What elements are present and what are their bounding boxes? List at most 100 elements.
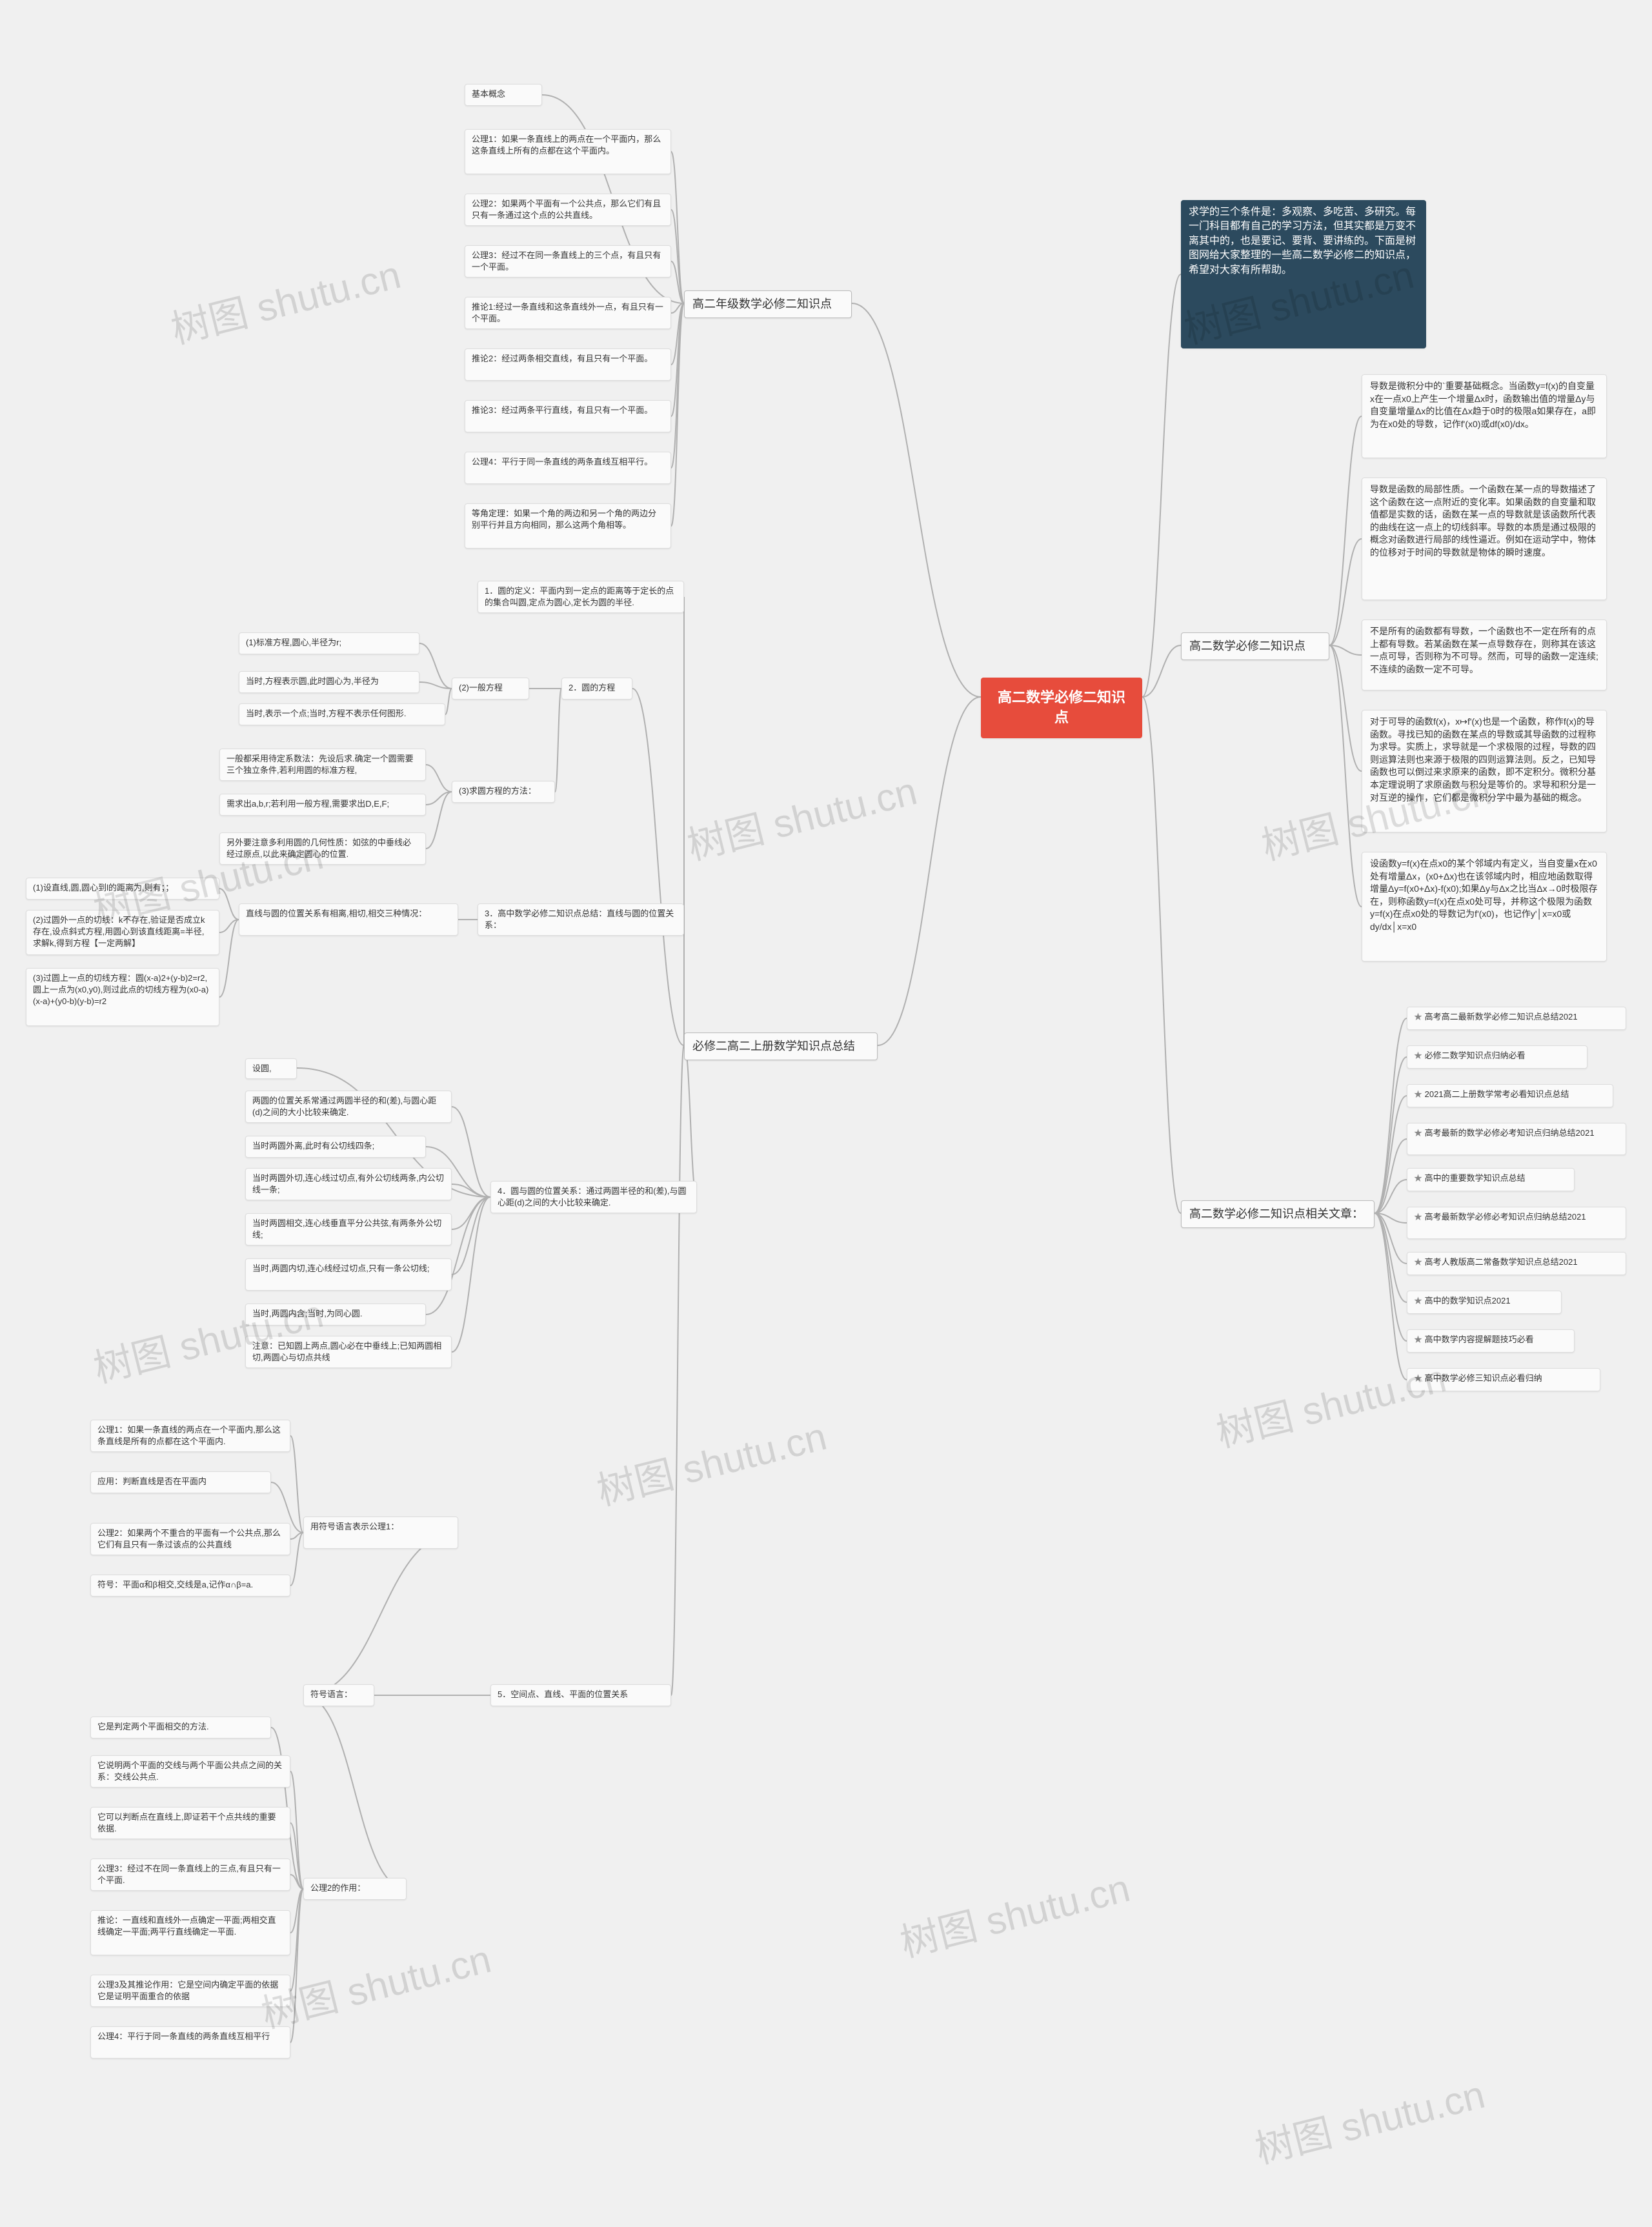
edge (419, 682, 452, 689)
edge (1375, 1213, 1407, 1223)
edge (290, 1875, 303, 1889)
node-l2s4f: 当时,两圆内切,连心线经过切点,只有一条公切线; (245, 1258, 452, 1291)
node-l1e: 推论1:经过一条直线和这条直线外一点，有且只有一个平面。 (465, 297, 671, 329)
node-l2s5u2: 公理2的作用： (303, 1878, 407, 1900)
watermark: 树图 shutu.cn (894, 1857, 1135, 1968)
edge (426, 765, 452, 792)
node-intro: 求学的三个条件是：多观察、多吃苦、多研究。每一门科目都有自己的学习方法，但其实都… (1181, 200, 1426, 348)
node-l2s5u2d: 公理3：经过不在同一条直线上的三点,有且只有一个平面. (90, 1859, 290, 1891)
node-l2: 必修二高二上册数学知识点总结 (684, 1033, 878, 1060)
node-l2s5u1: 用符号语言表示公理1： (303, 1517, 458, 1549)
node-l2s5u1d: 符号：平面α和β相交,交线是a,记作α∩β=a. (90, 1575, 290, 1597)
node-l2s2b1: 一般都采用待定系数法：先设后求.确定一个圆需要三个独立条件,若利用圆的标准方程, (219, 749, 426, 781)
edge (1375, 1213, 1407, 1264)
edge (1329, 645, 1362, 655)
node-l1i: 等角定理：如果一个角的两边和另一个角的两边分别平行并且方向相同，那么这两个角相等… (465, 503, 671, 549)
edge (219, 920, 239, 997)
edge (1375, 1018, 1407, 1213)
node-r1a: 导数是微积分中的`重要基础概念。当函数y=f(x)的自变量x在一点x0上产生一个… (1362, 374, 1607, 458)
node-l1a: 基本概念 (465, 84, 542, 106)
edge (1375, 1213, 1407, 1380)
edge (1375, 1213, 1407, 1302)
edge (426, 792, 452, 849)
edge (290, 1823, 303, 1889)
node-l2s5u2c: 它可以判断点在直线上,即证若干个点共线的重要依据. (90, 1807, 290, 1839)
edge (1329, 645, 1362, 907)
edge (1142, 645, 1181, 697)
node-l2s2a3: 当时,表示一个点;当时,方程不表示任何图形. (239, 703, 445, 725)
node-l2s5u1c: 公理2：如果两个不重合的平面有一个公共点,那么它们有且只有一条过该点的公共直线 (90, 1523, 290, 1555)
node-r1d: 对于可导的函数f(x)，x↦f'(x)也是一个函数，称作f(x)的导函数。寻找已… (1362, 710, 1607, 832)
node-r2j: 高中数学必修三知识点必看归纳 (1407, 1368, 1600, 1391)
node-l2s4h: 注意：已知圆上两点,圆心必在中垂线上;已知两圆相切,两圆心与切点共线 (245, 1336, 452, 1368)
edge (290, 1436, 303, 1533)
node-r1: 高二数学必修二知识点 (1181, 632, 1329, 660)
edge (1375, 1180, 1407, 1213)
edge (219, 920, 239, 932)
edge (671, 152, 684, 303)
node-l1c: 公理2：如果两个平面有一个公共点，那么它们有且只有一条通过这个点的公共直线。 (465, 194, 671, 226)
node-l2s2b3: 另外要注意多利用圆的几何性质：如弦的中垂线必经过原点,以此来确定圆心的位置. (219, 832, 426, 865)
node-r2g: 高考人教版高二常备数学知识点总结2021 (1407, 1252, 1626, 1275)
node-l2s3: 3．高中数学必修二知识点总结：直线与圆的位置关系： (478, 903, 684, 936)
node-l2s4g: 当时,两圆内含;当时,为同心圆. (245, 1304, 426, 1325)
edge (290, 1889, 303, 2042)
edge (1375, 1213, 1407, 1341)
edge (452, 1184, 490, 1197)
edge (290, 1889, 303, 1933)
edge (419, 643, 452, 689)
node-l1f: 推论2：经过两条相交直线，有且只有一个平面。 (465, 348, 671, 381)
node-l2s4a: 设圆, (245, 1058, 297, 1079)
node-l2s5u1b: 应用：判断直线是否在平面内 (90, 1471, 271, 1493)
edge (290, 1533, 303, 1586)
node-r2b: 必修二数学知识点归纳必看 (1407, 1045, 1587, 1069)
edge (445, 689, 452, 714)
edge (671, 303, 684, 468)
node-l2s2a: (2)一般方程 (452, 678, 529, 700)
node-l2s4e: 当时两圆相交,连心线垂直平分公共弦,有两条外公切线; (245, 1213, 452, 1245)
node-l2s2a1: (1)标准方程,圆心,半径为r; (239, 632, 419, 654)
node-l2s5u2g: 公理4：平行于同一条直线的两条直线互相平行 (90, 2026, 290, 2059)
edge (303, 1695, 407, 1889)
node-l1b: 公理1：如果一条直线上的两点在一个平面内，那么这条直线上所有的点都在这个平面内。 (465, 129, 671, 174)
node-l2s5u2b: 它说明两个平面的交线与两个平面公共点之间的关系：交线公共点. (90, 1755, 290, 1788)
watermark: 树图 shutu.cn (1210, 1347, 1451, 1458)
watermark: 树图 shutu.cn (590, 1405, 832, 1516)
node-l1g: 推论3：经过两条平行直线，有且只有一个平面。 (465, 400, 671, 432)
edge (671, 303, 684, 526)
node-l1d: 公理3：经过不在同一条直线上的三个点，有且只有一个平面。 (465, 245, 671, 277)
node-l2s4c: 当时两圆外离,此时有公切线四条; (245, 1136, 426, 1158)
node-r1e: 设函数y=f(x)在点x0的某个邻域内有定义，当自变量x在x0处有增量Δx，(x… (1362, 852, 1607, 962)
edge (1142, 274, 1181, 697)
edge (452, 1107, 490, 1197)
edge (1329, 645, 1362, 771)
node-l2s3a1: (1)设直线,圆,圆心到l的距离为,则有；； (26, 878, 219, 900)
edge (452, 1197, 490, 1229)
edge (1142, 697, 1181, 1213)
node-r2a: 高考高二最新数学必修二知识点总结2021 (1407, 1007, 1626, 1030)
edge (290, 1889, 303, 1991)
node-r2d: 高考最新的数学必修必考知识点归纳总结2021 (1407, 1123, 1626, 1155)
edge (452, 1197, 490, 1275)
node-root: 高二数学必修二知识点 (981, 678, 1142, 738)
node-l2s2a2: 当时,方程表示圆,此时圆心为,半径为 (239, 671, 419, 693)
node-r2c: 2021高二上册数学常考必看知识点总结 (1407, 1084, 1613, 1107)
edge (219, 889, 239, 920)
node-r2i: 高中数学内容提解题技巧必看 (1407, 1329, 1575, 1353)
edge (1375, 1096, 1407, 1213)
node-l2s5u2e: 推论：一直线和直线外一点确定一平面;两相交直线确定一平面;两平行直线确定一平面. (90, 1910, 290, 1955)
edge (290, 1771, 303, 1889)
edge (671, 1045, 684, 1695)
edge (1329, 539, 1362, 645)
node-r2: 高二数学必修二知识点相关文章： (1181, 1200, 1375, 1228)
node-l1h: 公理4：平行于同一条直线的两条直线互相平行。 (465, 452, 671, 484)
edge (555, 689, 561, 792)
node-r1c: 不是所有的函数都有导数，一个函数也不一定在所有的点上都有导数。若某函数在某一点导… (1362, 620, 1607, 690)
node-l2s2b: (3)求圆方程的方法： (452, 781, 555, 803)
watermark: 树图 shutu.cn (165, 243, 406, 354)
node-l2s5u2a: 它是判定两个平面相交的方法. (90, 1717, 271, 1738)
node-l2s1: 1．圆的定义：平面内到一定点的距离等于定长的点的集合叫圆,定点为圆心,定长为圆的… (478, 581, 684, 613)
watermark: 树图 shutu.cn (681, 760, 922, 871)
node-r2f: 高考最新数学必修必考知识点归纳总结2021 (1407, 1207, 1626, 1239)
edge (671, 261, 684, 303)
